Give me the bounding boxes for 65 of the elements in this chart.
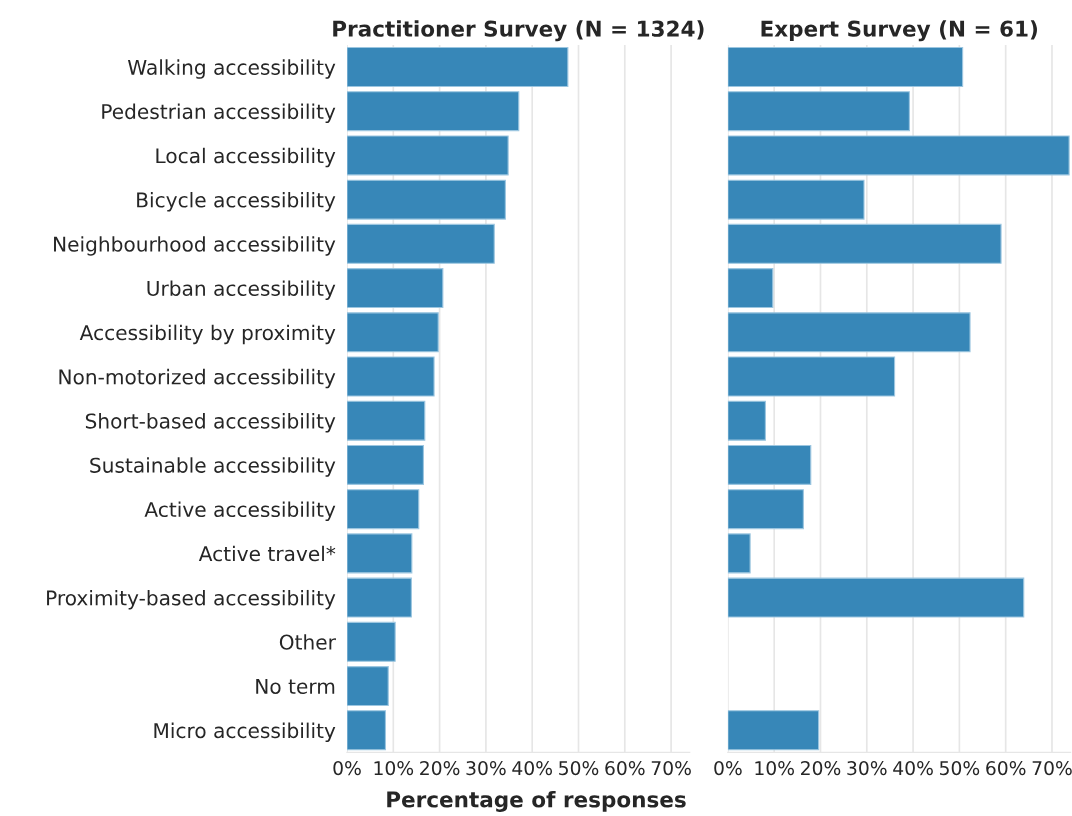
bar	[347, 666, 389, 707]
bar	[347, 223, 495, 264]
bar	[347, 400, 426, 441]
x-tick-label: 50%	[939, 761, 980, 776]
x-tick-label: 10%	[374, 761, 414, 776]
x-tick-label: 30%	[466, 761, 506, 776]
bar	[347, 268, 444, 309]
bar	[727, 91, 910, 132]
x-tick-label: 0%	[333, 761, 361, 776]
bar	[347, 533, 413, 574]
bar	[347, 356, 435, 397]
y-tick-label: Walking accessibility	[127, 59, 336, 79]
x-tick-label: 70%	[651, 761, 691, 776]
x-tick-label: 40%	[893, 761, 933, 776]
y-tick-label: Bicycle accessibility	[137, 191, 336, 212]
bar	[347, 179, 506, 220]
bar	[347, 710, 386, 751]
bar	[347, 135, 509, 176]
y-tick-label: Active accessibility	[144, 501, 336, 521]
bar	[347, 444, 424, 485]
bar	[347, 46, 569, 87]
x-axis-title: Percentage of responses	[387, 790, 686, 812]
y-tick-label: Accessibility by proximity	[79, 324, 336, 345]
x-tick-label: 30%	[847, 761, 887, 776]
y-tick-label: Other	[279, 634, 336, 650]
x-tick-label: 70%	[1032, 761, 1072, 776]
x-tick-label: 50%	[559, 761, 599, 776]
bar	[727, 135, 1070, 176]
y-tick-label: Pedestrian accessibility	[102, 103, 336, 124]
bar	[727, 356, 896, 397]
bar	[347, 489, 420, 530]
bar	[727, 444, 812, 485]
bar	[347, 621, 396, 662]
x-tick-label: 10%	[755, 761, 794, 776]
bar	[347, 577, 412, 618]
bar	[727, 179, 865, 220]
x-tick-label: 20%	[420, 761, 460, 776]
x-tick-label: 60%	[986, 761, 1026, 776]
y-tick-label: Neighbourhood accessibility	[54, 236, 336, 256]
y-tick-label: Active travel*	[198, 545, 336, 562]
bar	[727, 312, 971, 353]
y-tick-label: Local accessibility	[156, 147, 336, 168]
y-tick-label: No term	[256, 679, 335, 694]
bar	[727, 46, 964, 87]
chart-title: Expert Survey (N = 61)	[761, 20, 1037, 42]
chart-title: Practitioner Survey (N = 1324)	[333, 20, 704, 42]
bar	[727, 710, 820, 751]
bar	[727, 577, 1025, 618]
bar	[727, 268, 774, 309]
bar	[347, 312, 439, 353]
y-tick-label: Non-motorized accessibility	[59, 368, 336, 389]
y-tick-label: Proximity-based accessibility	[47, 589, 336, 610]
x-tick-label: 40%	[512, 761, 552, 776]
bar	[347, 91, 520, 132]
x-tick-label: 60%	[605, 761, 645, 776]
bar	[727, 400, 766, 441]
y-tick-label: Micro accessibility	[154, 722, 336, 743]
bar	[727, 223, 1002, 264]
bar	[727, 489, 804, 530]
x-tick-label: 20%	[801, 761, 841, 776]
y-tick-label: Sustainable accessibility	[90, 457, 336, 477]
x-tick-label: 0%	[714, 761, 742, 776]
bar	[727, 533, 751, 574]
y-tick-label: Short-based accessibility	[85, 413, 336, 433]
y-tick-label: Urban accessibility	[147, 280, 336, 300]
